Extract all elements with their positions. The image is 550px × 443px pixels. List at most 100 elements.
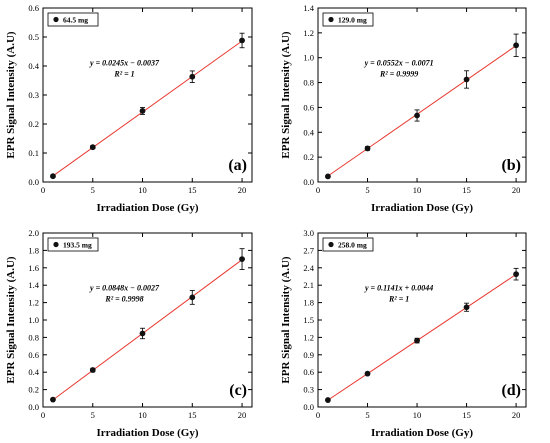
data-point xyxy=(414,112,420,119)
data-point xyxy=(325,173,331,180)
x-tick-label: 10 xyxy=(413,410,422,420)
data-point xyxy=(239,256,245,262)
x-tick-label: 0 xyxy=(41,410,45,420)
x-tick-label: 15 xyxy=(188,185,197,195)
data-point xyxy=(513,271,519,278)
data-point xyxy=(364,370,371,377)
legend-box xyxy=(47,12,99,27)
data-point xyxy=(463,304,470,311)
legend-marker xyxy=(53,16,59,23)
chart-panel-a: 0 5 10 15 20 0.0 0.1 0.2 0.3 0.4 0.5 0.6 Irradiation… xyxy=(5,3,253,214)
y-tick-label: 1.6 xyxy=(28,263,39,273)
legend-label: 258.0 mg xyxy=(338,241,367,250)
y-tick-label: 1.2 xyxy=(303,332,314,342)
y-tick-label: 0.6 xyxy=(28,3,39,13)
x-axis-title: Irradiation Dose (Gy) xyxy=(371,427,473,439)
legend-label: 129.0 mg xyxy=(338,16,367,25)
y-tick-label: 2.4 xyxy=(303,263,314,273)
y-tick-label: 0.6 xyxy=(303,367,314,377)
y-tick-label: 0.5 xyxy=(28,32,39,42)
fit-equation: y = 0.1141x + 0.0044 xyxy=(364,283,433,292)
y-tick-label: 0.0 xyxy=(303,177,314,187)
y-tick-label: 2.0 xyxy=(28,228,39,238)
y-tick-label: 3.0 xyxy=(303,228,314,238)
y-tick-label: 0.8 xyxy=(303,78,314,88)
y-tick-label: 1.5 xyxy=(303,315,314,325)
y-axis-title: EPR Signal Intensity (A.U) xyxy=(5,31,17,158)
x-tick-label: 5 xyxy=(365,185,369,195)
data-point xyxy=(50,173,56,180)
chart-panel-d: 0 5 10 15 20 0.0 0.3 0.6 0.9 1.2 1.5 1.8 2.1 2.4 2.7 3.… xyxy=(280,228,527,439)
chart-panel-b: 0 5 10 15 20 0.0 0.2 0.4 0.6 0.8 1.0 1.2 1.4 Irradiat… xyxy=(280,3,527,214)
y-tick-label: 0.8 xyxy=(28,332,39,342)
x-tick-label: 10 xyxy=(138,410,147,420)
legend-marker xyxy=(53,241,59,248)
panel-label: (d) xyxy=(501,382,521,399)
chart-panel-c: 0 5 10 15 20 0.0 0.2 0.4 0.6 0.8 1.0 1.2 1.4 1.6 1.8 2.… xyxy=(5,228,253,439)
y-tick-label: 0.2 xyxy=(28,385,39,395)
y-tick-label: 1.4 xyxy=(303,3,314,13)
x-tick-label: 5 xyxy=(91,410,95,420)
x-tick-label: 0 xyxy=(316,410,320,420)
y-tick-label: 0.2 xyxy=(303,152,314,162)
x-tick-label: 15 xyxy=(462,185,471,195)
x-tick-label: 0 xyxy=(316,185,320,195)
y-tick-label: 0.3 xyxy=(303,385,314,395)
x-tick-label: 10 xyxy=(138,185,147,195)
fit-line xyxy=(327,45,517,177)
r-squared: R² = 1 xyxy=(113,69,134,78)
x-tick-label: 5 xyxy=(365,410,369,420)
data-point xyxy=(139,330,146,337)
y-tick-label: 0.6 xyxy=(28,350,39,360)
x-axis-title: Irradiation Dose (Gy) xyxy=(96,202,198,214)
y-tick-label: 0.9 xyxy=(303,350,314,360)
y-axis-title: EPR Signal Intensity (A.U) xyxy=(280,256,292,383)
fit-equation: y = 0.0552x − 0.0071 xyxy=(364,58,434,67)
y-tick-label: 0.6 xyxy=(303,102,314,112)
data-point xyxy=(364,145,371,152)
y-tick-label: 0.4 xyxy=(28,367,39,377)
y-tick-label: 0.4 xyxy=(303,127,314,137)
y-tick-label: 2.7 xyxy=(303,245,314,255)
data-point xyxy=(463,76,470,83)
r-squared: R² = 1 xyxy=(388,294,409,303)
fit-line xyxy=(327,273,517,401)
panel-label: (c) xyxy=(229,382,247,399)
legend-label: 193.5 mg xyxy=(63,241,92,250)
y-tick-label: 1.2 xyxy=(28,298,39,308)
plot-frame xyxy=(42,7,253,183)
x-tick-label: 20 xyxy=(512,410,521,420)
plot-frame xyxy=(42,232,253,408)
data-point xyxy=(325,397,331,403)
fit-equation: y = 0.0848x − 0.0027 xyxy=(89,283,160,292)
y-tick-label: 0.2 xyxy=(28,119,39,129)
y-tick-label: 0.4 xyxy=(28,61,39,71)
x-tick-label: 10 xyxy=(413,185,422,195)
y-tick-label: 1.4 xyxy=(28,280,39,290)
legend-box xyxy=(322,237,374,252)
y-tick-label: 1.8 xyxy=(303,298,314,308)
fit-line xyxy=(52,40,243,177)
y-axis-title: EPR Signal Intensity (A.U) xyxy=(280,31,292,158)
x-tick-label: 20 xyxy=(238,185,247,195)
x-tick-label: 0 xyxy=(41,185,45,195)
y-tick-label: 2.1 xyxy=(303,280,314,290)
panel-label: (a) xyxy=(228,157,247,174)
plot-frame xyxy=(317,7,527,183)
y-tick-label: 0.0 xyxy=(28,177,39,187)
plot-frame xyxy=(317,232,527,408)
fit-equation: y = 0.0245x − 0.0037 xyxy=(89,58,160,67)
data-point xyxy=(189,73,196,80)
data-point xyxy=(513,42,519,49)
data-point xyxy=(139,108,146,114)
x-axis-title: Irradiation Dose (Gy) xyxy=(96,427,198,439)
y-axis-title: EPR Signal Intensity (A.U) xyxy=(5,256,17,383)
x-tick-label: 15 xyxy=(462,410,471,420)
legend-label: 64.5 mg xyxy=(63,16,88,25)
data-point xyxy=(89,144,96,151)
data-point xyxy=(89,367,96,373)
data-point xyxy=(189,294,196,301)
y-tick-label: 0.3 xyxy=(28,90,39,100)
data-point xyxy=(414,337,420,344)
y-tick-label: 0.0 xyxy=(303,402,314,412)
